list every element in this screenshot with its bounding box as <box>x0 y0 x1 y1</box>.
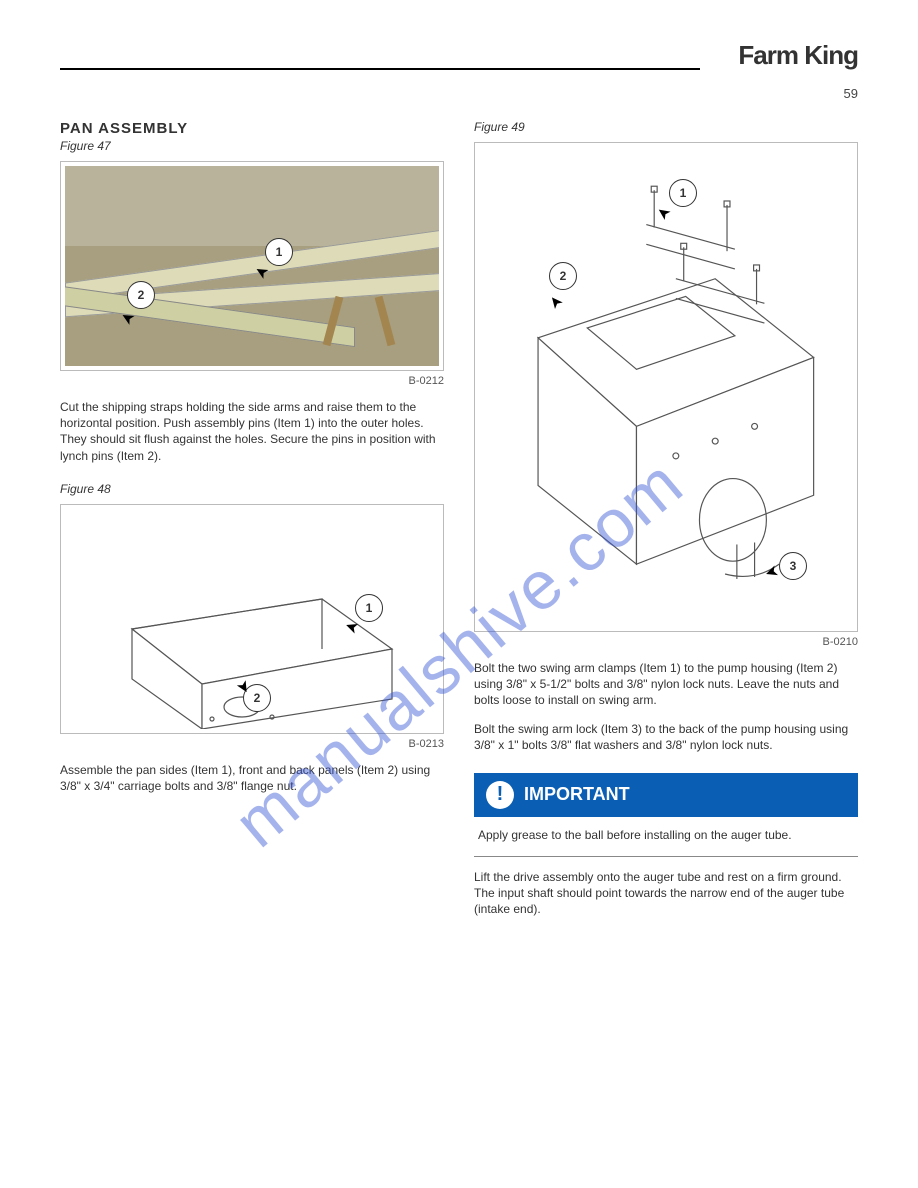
important-box: ! IMPORTANT Apply grease to the ball bef… <box>474 773 858 857</box>
important-label: IMPORTANT <box>524 784 630 805</box>
figure-49-frame: 1 ➤ 2 ➤ 3 ➤ <box>474 142 858 632</box>
figure-47-label: Figure 47 <box>60 139 444 153</box>
figure-48-frame: 1 ➤ 2 ➤ <box>60 504 444 734</box>
important-banner: ! IMPORTANT <box>474 773 858 817</box>
callout-2-circle: 2 <box>549 262 577 290</box>
figure-49-label: Figure 49 <box>474 120 858 134</box>
left-column: PAN ASSEMBLY Figure 47 1 ➤ 2 ➤ B-0212 Cu… <box>60 120 444 927</box>
content-columns: PAN ASSEMBLY Figure 47 1 ➤ 2 ➤ B-0212 Cu… <box>60 120 858 927</box>
brand-logo: Farm King <box>738 40 858 71</box>
header-rule <box>60 68 700 70</box>
important-rule <box>474 856 858 857</box>
figure-48-label: Figure 48 <box>60 482 444 496</box>
page-number: 59 <box>844 86 858 101</box>
paragraph-r1: Bolt the two swing arm clamps (Item 1) t… <box>474 660 858 709</box>
figure-47-number: B-0212 <box>60 375 444 387</box>
important-text: Apply grease to the ball before installi… <box>474 817 858 854</box>
figure-48-number: B-0213 <box>60 738 444 750</box>
figure-47-photo: 1 ➤ 2 ➤ <box>65 166 439 366</box>
paragraph-2: Assemble the pan sides (Item 1), front a… <box>60 762 444 794</box>
callout-1-circle: 1 <box>265 238 293 266</box>
figure-47-frame: 1 ➤ 2 ➤ <box>60 161 444 371</box>
figure-49-number: B-0210 <box>474 636 858 648</box>
callout-1-circle: 1 <box>669 179 697 207</box>
exclamation-icon: ! <box>486 781 514 809</box>
paragraph-r3: Lift the drive assembly onto the auger t… <box>474 869 858 918</box>
right-column: Figure 49 <box>474 120 858 927</box>
figure-49-drawing: 1 ➤ 2 ➤ 3 ➤ <box>479 147 853 627</box>
figure-48-drawing: 1 ➤ 2 ➤ <box>65 509 439 729</box>
paragraph-1: Cut the shipping straps holding the side… <box>60 399 444 464</box>
callout-1-circle: 1 <box>355 594 383 622</box>
section-title: PAN ASSEMBLY <box>60 120 444 137</box>
paragraph-r2: Bolt the swing arm lock (Item 3) to the … <box>474 721 858 753</box>
callout-3-circle: 3 <box>779 552 807 580</box>
callout-2-circle: 2 <box>127 281 155 309</box>
